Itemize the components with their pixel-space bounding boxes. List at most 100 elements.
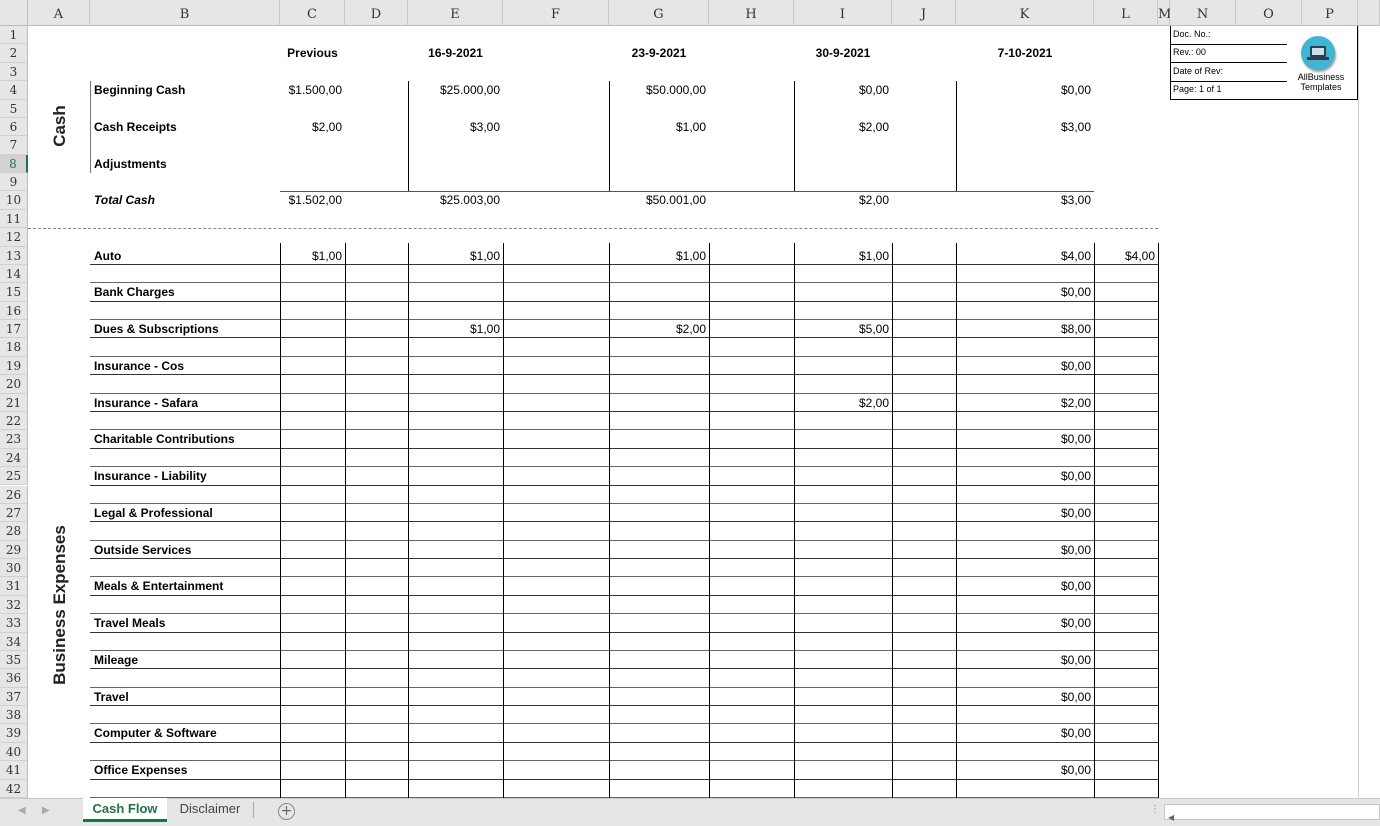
row-header-1[interactable]: 1	[0, 26, 28, 45]
row-header-13[interactable]: 13	[0, 246, 28, 265]
row-header-28[interactable]: 28	[0, 522, 28, 541]
scroll-right-icon[interactable]: ▶	[42, 805, 50, 816]
cash-value-cell[interactable]: $25.003,00	[439, 193, 500, 208]
row-header-41[interactable]: 41	[0, 761, 28, 780]
cash-value-cell[interactable]: $1,00	[675, 119, 706, 134]
row-header-6[interactable]: 6	[0, 117, 28, 137]
row-header-22[interactable]: 22	[0, 411, 28, 431]
row-header-21[interactable]: 21	[0, 393, 28, 412]
tab-disclaimer[interactable]: Disclaimer	[179, 801, 241, 816]
row-header-7[interactable]: 7	[0, 136, 28, 155]
cash-value-cell[interactable]: $2,00	[858, 119, 889, 134]
expense-value-cell[interactable]: $0,00	[1060, 616, 1091, 631]
column-header-A[interactable]: A	[28, 0, 90, 26]
row-header-26[interactable]: 26	[0, 485, 28, 504]
column-header-B[interactable]: B	[90, 0, 280, 26]
row-header-15[interactable]: 15	[0, 283, 28, 302]
row-header-42[interactable]: 42	[0, 779, 28, 798]
add-sheet-icon[interactable]: +	[278, 803, 295, 820]
row-header-34[interactable]: 34	[0, 632, 28, 651]
column-header-G[interactable]: G	[609, 0, 709, 26]
column-header-M[interactable]: M	[1158, 0, 1171, 26]
row-header-8[interactable]: 8	[0, 154, 28, 174]
expense-value-cell[interactable]: $1,00	[311, 248, 342, 263]
cash-value-cell[interactable]: $1.500,00	[288, 83, 342, 98]
scroll-left-icon[interactable]: ◀	[18, 805, 26, 816]
cash-value-cell[interactable]: $50.001,00	[645, 193, 706, 208]
expense-value-cell[interactable]: $1,00	[675, 248, 706, 263]
expense-value-cell[interactable]: $0,00	[1060, 763, 1091, 778]
row-header-19[interactable]: 19	[0, 356, 28, 376]
row-header-25[interactable]: 25	[0, 467, 28, 486]
row-header-10[interactable]: 10	[0, 191, 28, 210]
row-header-32[interactable]: 32	[0, 595, 28, 615]
expense-value-cell[interactable]: $0,00	[1060, 652, 1091, 667]
row-header-12[interactable]: 12	[0, 228, 28, 247]
row-header-38[interactable]: 38	[0, 706, 28, 725]
expense-value-cell[interactable]: $5,00	[858, 322, 889, 337]
expense-value-cell[interactable]: $0,00	[1060, 579, 1091, 594]
expense-value-cell[interactable]: $0,00	[1060, 505, 1091, 520]
row-header-37[interactable]: 37	[0, 687, 28, 707]
expense-value-cell[interactable]: $8,00	[1060, 322, 1091, 337]
cash-value-cell[interactable]: $2,00	[311, 119, 342, 134]
row-header-16[interactable]: 16	[0, 301, 28, 321]
row-header-39[interactable]: 39	[0, 724, 28, 743]
expense-value-cell[interactable]: $0,00	[1060, 358, 1091, 373]
column-header-L[interactable]: L	[1094, 0, 1158, 26]
cash-value-cell[interactable]: $50.000,00	[645, 83, 706, 98]
expense-value-cell[interactable]: $1,00	[469, 248, 500, 263]
expense-value-cell[interactable]: $0,00	[1060, 726, 1091, 741]
expense-value-cell[interactable]: $0,00	[1060, 542, 1091, 557]
cash-value-cell[interactable]: $3,00	[469, 119, 500, 134]
select-all-corner[interactable]	[0, 0, 28, 26]
row-header-23[interactable]: 23	[0, 430, 28, 449]
expense-value-cell[interactable]: $1,00	[858, 248, 889, 263]
row-header-17[interactable]: 17	[0, 320, 28, 339]
expense-value-cell[interactable]: $0,00	[1060, 689, 1091, 704]
expense-value-cell[interactable]: $2,00	[1060, 395, 1091, 410]
row-header-14[interactable]: 14	[0, 264, 28, 284]
row-header-35[interactable]: 35	[0, 650, 28, 670]
row-header-27[interactable]: 27	[0, 503, 28, 523]
expense-value-cell[interactable]: $1,00	[469, 322, 500, 337]
row-header-29[interactable]: 29	[0, 540, 28, 559]
row-header-20[interactable]: 20	[0, 375, 28, 394]
row-header-3[interactable]: 3	[0, 62, 28, 82]
row-header-2[interactable]: 2	[0, 44, 28, 63]
column-header-F[interactable]: F	[503, 0, 609, 26]
cash-value-cell[interactable]: $2,00	[858, 193, 889, 208]
column-header-J[interactable]: J	[892, 0, 956, 26]
row-header-18[interactable]: 18	[0, 338, 28, 357]
split-handle-icon[interactable]: ⋮	[1150, 804, 1160, 815]
row-header-11[interactable]: 11	[0, 209, 28, 229]
column-header-H[interactable]: H	[709, 0, 794, 26]
tab-cash-flow[interactable]: Cash Flow	[83, 798, 167, 822]
column-header-N[interactable]: N	[1170, 0, 1236, 26]
row-header-4[interactable]: 4	[0, 81, 28, 100]
row-header-40[interactable]: 40	[0, 742, 28, 762]
column-header-C[interactable]: C	[280, 0, 345, 26]
cash-value-cell[interactable]: $0,00	[1060, 83, 1091, 98]
column-header-P[interactable]: P	[1302, 0, 1358, 26]
row-header-33[interactable]: 33	[0, 614, 28, 633]
column-header-I[interactable]: I	[794, 0, 892, 26]
row-header-9[interactable]: 9	[0, 173, 28, 192]
expense-value-cell[interactable]: $0,00	[1060, 469, 1091, 484]
row-header-30[interactable]: 30	[0, 559, 28, 578]
row-header-31[interactable]: 31	[0, 577, 28, 596]
cash-value-cell[interactable]: $1.502,00	[288, 193, 342, 208]
expense-value-cell[interactable]: $2,00	[675, 322, 706, 337]
cash-value-cell[interactable]: $3,00	[1060, 193, 1091, 208]
cash-value-cell[interactable]: $0,00	[858, 83, 889, 98]
column-header-O[interactable]: O	[1236, 0, 1302, 26]
column-header-K[interactable]: K	[956, 0, 1094, 26]
horizontal-scrollbar[interactable]: ◀	[1164, 804, 1380, 822]
column-header-D[interactable]: D	[345, 0, 408, 26]
expense-value-cell[interactable]: $0,00	[1060, 285, 1091, 300]
expense-value-cell[interactable]: $0,00	[1060, 432, 1091, 447]
row-header-36[interactable]: 36	[0, 669, 28, 688]
expense-value-cell[interactable]: $2,00	[858, 395, 889, 410]
row-header-5[interactable]: 5	[0, 99, 28, 118]
expense-value-cell[interactable]: $4,00	[1060, 248, 1091, 263]
